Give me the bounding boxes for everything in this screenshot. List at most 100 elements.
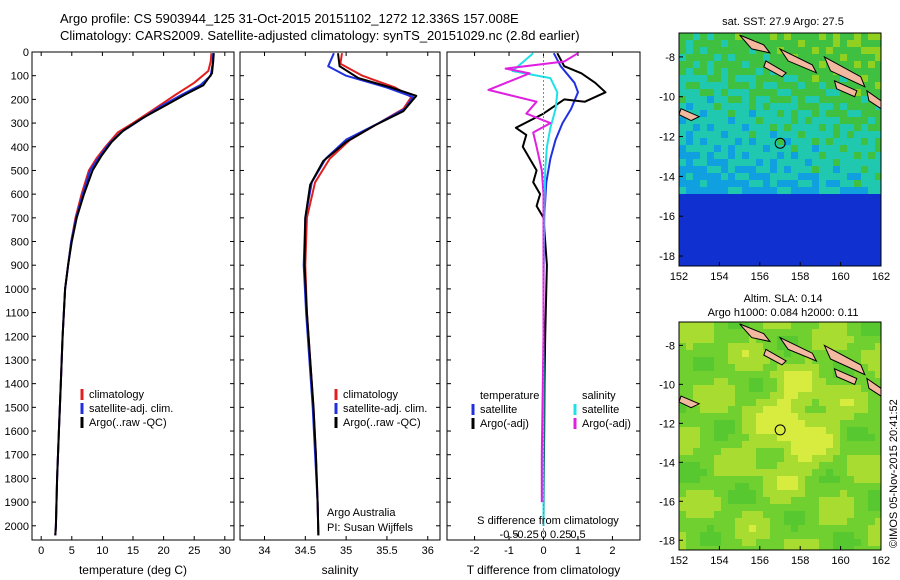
depth-tick-label: 0 <box>23 47 29 59</box>
temperature-xtick-label: 25 <box>188 545 200 557</box>
difference-legend-sal-label: satellite <box>582 404 619 416</box>
difference-xlabel-top: S difference from climatology <box>477 515 619 527</box>
sst_map-island <box>778 47 818 74</box>
temperature-xtick-label: 10 <box>96 545 108 557</box>
difference-salinity-tick-label: -0.25 <box>514 529 539 541</box>
sst_map-ytick-label: -8 <box>665 52 675 64</box>
sst_map-ytick-label: -14 <box>659 171 675 183</box>
sla_map-island <box>763 348 787 366</box>
sla_map-ytick-label: -14 <box>659 457 675 469</box>
sst_map-xtick-label: 158 <box>791 271 809 283</box>
depth-tick-label: 1700 <box>5 450 29 462</box>
figure-title-line2: Climatology: CARS2009. Satellite-adjuste… <box>60 28 580 43</box>
sla_map-xtick-label: 162 <box>872 555 890 567</box>
difference-legend-sal-header: salinity <box>582 390 616 402</box>
sst_map-xtick-label: 160 <box>831 271 849 283</box>
temperature-legend-label: satellite-adj. clim. <box>89 403 173 415</box>
temperature-series-satellite <box>54 53 215 536</box>
depth-tick-label: 1100 <box>5 308 29 320</box>
depth-tick-label: 1200 <box>5 331 29 343</box>
difference-xtick-label: 0 <box>540 545 546 557</box>
salinity-legend-label: Argo(..raw -QC) <box>343 417 421 429</box>
sla_map-xtick-label: 152 <box>670 555 688 567</box>
sla_map-xtick-label: 160 <box>831 555 849 567</box>
sla_map-island <box>739 323 772 343</box>
sst_map-island <box>763 60 787 78</box>
sst_map-ytick-label: -12 <box>659 132 675 144</box>
difference-legend-sal-label: Argo(-adj) <box>582 418 631 430</box>
depth-tick-label: 300 <box>11 118 29 130</box>
difference-xtick-label: -2 <box>470 545 480 557</box>
sla_map-argo-marker <box>774 424 786 436</box>
difference-series-t-argo <box>514 52 607 526</box>
salinity-xtick-label: 34 <box>258 545 270 557</box>
difference-salinity-tick-label: -0.5 <box>500 529 519 541</box>
sst_map-argo-marker <box>774 137 786 149</box>
difference-xtick-label: 2 <box>609 545 615 557</box>
difference-legend-temp-label: satellite <box>480 404 517 416</box>
sla_map-island <box>678 395 701 409</box>
sst-map-title: sat. SST: 27.9 Argo: 27.5 <box>722 16 844 28</box>
sla-map-title-line1: Altim. SLA: 0.14 <box>744 293 823 305</box>
sst_map-island <box>678 108 701 122</box>
depth-tick-label: 100 <box>11 71 29 83</box>
sla_map-ytick-label: -16 <box>659 496 675 508</box>
sst_map-ytick-label: -10 <box>659 92 675 104</box>
depth-tick-label: 1900 <box>5 497 29 509</box>
salinity-series-climatology <box>304 53 413 536</box>
temperature-legend-label: Argo(..raw -QC) <box>89 417 167 429</box>
sst_map-xtick-label: 152 <box>670 271 688 283</box>
argo-australia-label: Argo Australia <box>327 507 396 519</box>
depth-tick-label: 900 <box>11 260 29 272</box>
difference-salinity-tick-label: 0.5 <box>570 529 585 541</box>
salinity-xtick-label: 35 <box>340 545 352 557</box>
depth-tick-label: 400 <box>11 142 29 154</box>
difference-xtick-label: -1 <box>504 545 514 557</box>
temperature-xtick-label: 15 <box>127 545 139 557</box>
temperature-series-argo <box>54 53 215 536</box>
difference-salinity-tick-label: 0 <box>540 529 546 541</box>
salinity-series-satellite <box>302 52 415 536</box>
depth-tick-label: 1600 <box>5 426 29 438</box>
sla_map-frame <box>678 321 882 551</box>
depth-tick-label: 700 <box>11 213 29 225</box>
salinity-legend-label: satellite-adj. clim. <box>343 403 427 415</box>
sst_map-image <box>679 33 881 266</box>
salinity-xlabel: salinity <box>322 563 359 577</box>
sst_map-xtick-label: 156 <box>751 271 769 283</box>
difference-xlabel: T difference from climatology <box>467 563 621 577</box>
depth-tick-label: 1800 <box>5 473 29 485</box>
sla_map-xtick-label: 156 <box>751 555 769 567</box>
sla_map-ytick-label: -12 <box>659 418 675 430</box>
temperature-legend-label: climatology <box>89 389 145 401</box>
depth-tick-label: 600 <box>11 189 29 201</box>
depth-tick-label: 2000 <box>5 521 29 533</box>
depth-tick-label: 200 <box>11 94 29 106</box>
sla_map-xtick-label: 154 <box>710 555 728 567</box>
sst_map-island <box>823 55 866 88</box>
difference-xtick-label: 1 <box>575 545 581 557</box>
depth-tick-label: 800 <box>11 237 29 249</box>
sla_map-island <box>833 367 858 386</box>
salinity-series-argo <box>303 53 418 536</box>
sla_map-image <box>679 322 881 550</box>
depth-tick-label: 1300 <box>5 355 29 367</box>
temperature-xtick-label: 30 <box>219 545 231 557</box>
sla_map-ytick-label: -8 <box>665 340 675 352</box>
figure-title-line1: Argo profile: CS 5903944_125 31-Oct-2015… <box>60 11 519 26</box>
sst_map-xtick-label: 154 <box>710 271 728 283</box>
difference-legend-temp-label: Argo(-adj) <box>480 418 529 430</box>
difference-legend-temp-header: temperature <box>480 390 539 402</box>
temperature-xtick-label: 5 <box>69 545 75 557</box>
depth-tick-label: 1000 <box>5 284 29 296</box>
temperature-xtick-label: 20 <box>157 545 169 557</box>
sst_map-frame <box>678 32 882 267</box>
temperature-xtick-label: 0 <box>38 545 44 557</box>
sst_map-island <box>739 34 772 54</box>
difference-salinity-tick-label: 0.25 <box>550 529 571 541</box>
salinity-xtick-label: 34.5 <box>295 545 316 557</box>
sla-map-title-line2: Argo h1000: 0.084 h2000: 0.11 <box>708 307 859 319</box>
sla_map-island <box>778 336 818 362</box>
salinity-legend-label: climatology <box>343 389 399 401</box>
